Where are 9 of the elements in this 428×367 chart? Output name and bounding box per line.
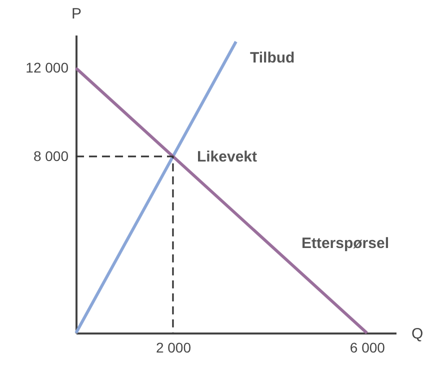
y-axis-title: P bbox=[71, 6, 82, 22]
x-tick-label: 2 000 bbox=[156, 340, 192, 356]
x-axis-title: Q bbox=[412, 326, 424, 342]
x-tick-label: 6 000 bbox=[350, 340, 386, 356]
annotation: Likevekt bbox=[196, 148, 258, 166]
series-label: Tilbud bbox=[250, 50, 295, 67]
y-tick-label: 8 000 bbox=[33, 148, 69, 164]
series-label: Etterspørsel bbox=[301, 234, 389, 252]
y-tick-label: 12 000 bbox=[26, 60, 69, 76]
